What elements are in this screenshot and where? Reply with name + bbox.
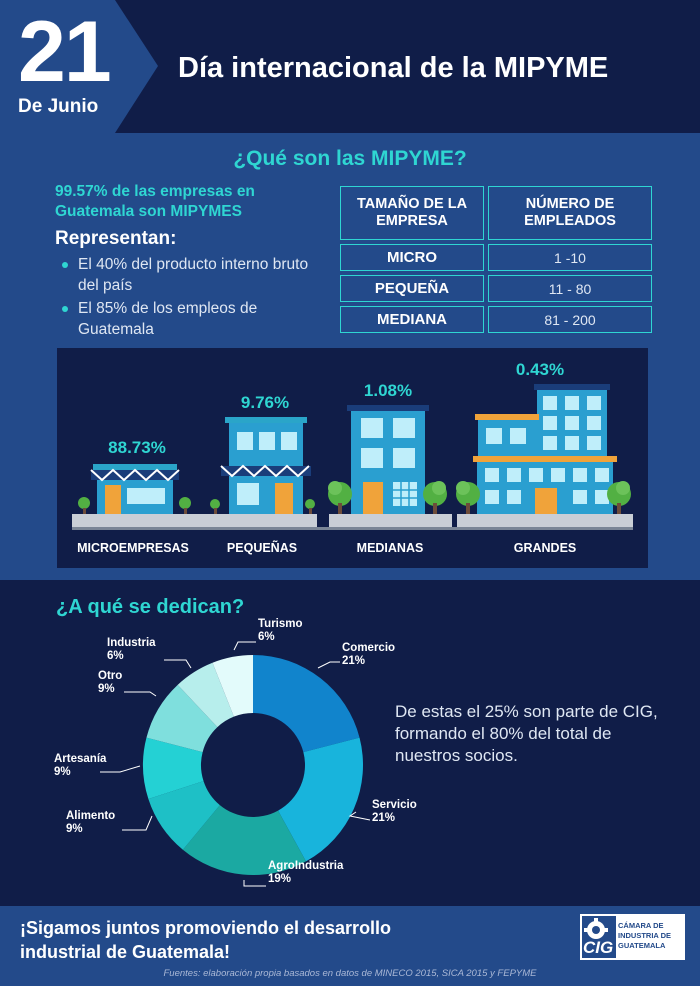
donut-label-otro: Otro 9%	[98, 670, 122, 696]
table-cell-employees: 1 -10	[488, 244, 652, 271]
donut-leader-line	[348, 811, 371, 821]
stat-headline: 99.57% de las empresas en Guatemala son …	[55, 183, 255, 220]
label-micro: MICROEMPRESAS	[77, 541, 189, 555]
donut-label-category: Artesanía	[54, 753, 107, 765]
medium-building-icon	[328, 405, 447, 514]
percent-micro: 88.73%	[108, 438, 166, 457]
date-badge	[0, 0, 158, 133]
donut-label-category: Industria	[107, 637, 156, 649]
cig-logo-letters: CIG	[583, 938, 614, 957]
section-title: ¿A qué se dedican?	[56, 596, 245, 618]
buildings-illustration	[72, 384, 633, 530]
cig-logo: CIG CÁMARA DE INDUSTRIA DE GUATEMALA	[580, 914, 685, 960]
footer-message: ¡Sigamos juntos promoviendo el desarroll…	[20, 918, 392, 962]
bullet-dot-icon	[62, 306, 68, 312]
cig-note: De estas el 25% son parte de CIG, forman…	[395, 702, 658, 765]
table-header-employees: NÚMERO DE EMPLEADOS	[488, 186, 652, 240]
donut-label-category: Alimento	[66, 810, 116, 822]
label-medium: MEDIANAS	[356, 541, 424, 555]
donut-leader-line	[317, 661, 340, 669]
donut-label-value: 6%	[258, 631, 275, 643]
donut-leader-line	[122, 815, 153, 831]
section-what-are-mipyme: ¿Qué son las MIPYME? 99.57% de las empre…	[0, 133, 700, 580]
donut-label-value: 21%	[342, 655, 366, 667]
bullet-item: El 85% de los empleos de Guatemala	[62, 298, 328, 340]
donut-slice-servicio	[278, 737, 363, 862]
label-large: GRANDES	[513, 541, 577, 555]
donut-slice-comercio	[253, 655, 360, 753]
represent-label: Representan:	[55, 228, 177, 249]
donut-label-turismo: Turismo 6%	[258, 618, 303, 644]
donut-label-value: 9%	[66, 823, 83, 835]
donut-slice-agroindustria	[182, 805, 306, 875]
micro-building-icon	[78, 464, 191, 514]
footer-source: Fuentes: elaboración propia basados en d…	[163, 968, 537, 979]
section-sectors: ¿A qué se dedican? De estas el 25% son p…	[0, 580, 700, 906]
donut-leader-line	[100, 765, 141, 773]
percent-medium: 1.08%	[363, 381, 413, 400]
label-small: PEQUEÑAS	[226, 541, 298, 555]
donut-label-category: Comercio	[342, 642, 396, 654]
donut-label-category: Servicio	[372, 799, 417, 811]
donut-slice-turismo	[212, 655, 253, 717]
donut-label-category: Otro	[98, 670, 123, 682]
page-title: Día internacional de la MIPYME	[178, 52, 609, 84]
table-cell-employees: 11 - 80	[488, 275, 652, 302]
bullet-dot-icon	[62, 262, 68, 268]
donut-leader-line	[164, 659, 192, 669]
table-cell-employees: 81 - 200	[488, 306, 652, 333]
table-cell-size: MICRO	[340, 244, 484, 271]
date-month: De Junio	[18, 96, 99, 117]
donut-label-agroindustria: AgroIndustria 19%	[268, 860, 343, 886]
donut-label-value: 21%	[372, 812, 396, 824]
percent-small: 9.76%	[240, 393, 290, 412]
donut-leader-line	[243, 880, 266, 887]
donut-slice-alimento	[148, 781, 220, 850]
donut-label-industria: Industria 6%	[107, 637, 156, 663]
table-cell-size: PEQUEÑA	[340, 275, 484, 302]
small-building-icon	[210, 417, 315, 514]
donut-slice-artesanía	[143, 737, 204, 799]
buildings-panel: 88.73% 9.76% 1.08% 0.43% MICROEMPRESAS P…	[57, 348, 648, 568]
donut-label-category: Turismo	[258, 618, 303, 630]
donut-slice-otro	[146, 684, 218, 753]
footer: ¡Sigamos juntos promoviendo el desarroll…	[0, 906, 700, 986]
large-building-icon	[456, 384, 631, 514]
donut-label-value: 9%	[54, 766, 71, 778]
donut-label-value: 9%	[98, 683, 115, 695]
donut-label-servicio: Servicio 21%	[372, 799, 417, 825]
donut-label-artesanía: Artesanía 9%	[54, 753, 106, 779]
section-title: ¿Qué son las MIPYME?	[233, 147, 467, 170]
donut-leader-line	[124, 691, 157, 697]
bullet-item: El 40% del producto interno bruto del pa…	[62, 254, 328, 296]
donut-label-category: AgroIndustria	[268, 860, 344, 872]
date-day: 21	[18, 4, 112, 100]
donut-slice-industria	[177, 662, 234, 728]
cig-logo-text: CÁMARA DE INDUSTRIA DE GUATEMALA	[618, 921, 672, 950]
table-header-size: TAMAÑO DE LA EMPRESA	[340, 186, 484, 240]
cig-gear-icon	[582, 916, 616, 958]
donut-label-value: 19%	[268, 873, 292, 885]
donut-label-alimento: Alimento 9%	[66, 810, 115, 836]
bullet-text: El 85% de los empleos de Guatemala	[78, 300, 258, 338]
donut-leader-line	[233, 641, 256, 651]
donut-label-comercio: Comercio 21%	[342, 642, 395, 668]
table-cell-size: MEDIANA	[340, 306, 484, 333]
bullet-list: El 40% del producto interno bruto del pa…	[62, 254, 328, 342]
sector-donut-chart	[100, 641, 371, 887]
percent-large: 0.43%	[515, 360, 565, 379]
header: 21 De Junio Día internacional de la MIPY…	[0, 0, 700, 133]
bullet-text: El 40% del producto interno bruto del pa…	[78, 256, 309, 294]
donut-label-value: 6%	[107, 650, 124, 662]
